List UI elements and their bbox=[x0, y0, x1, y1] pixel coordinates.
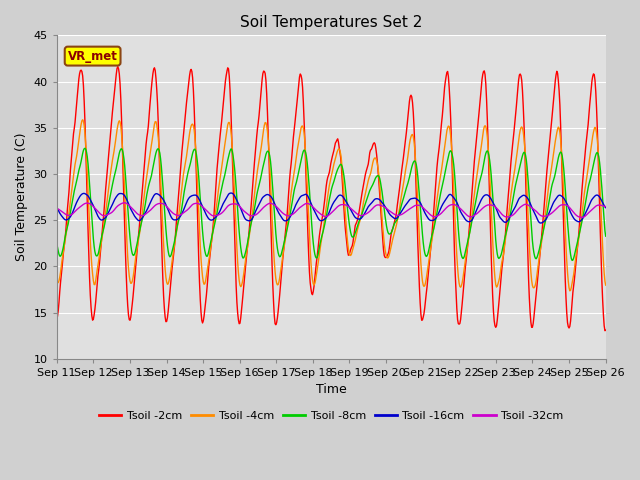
Tsoil -2cm bbox=[114, 64, 122, 70]
Tsoil -32cm bbox=[415, 203, 422, 208]
Tsoil -32cm bbox=[578, 215, 586, 220]
Line: Tsoil -8cm: Tsoil -8cm bbox=[57, 148, 605, 260]
Tsoil -4cm bbox=[566, 288, 573, 294]
Tsoil -32cm bbox=[205, 210, 212, 216]
Tsoil -16cm bbox=[204, 215, 212, 220]
Tsoil -16cm bbox=[53, 205, 61, 211]
Tsoil -4cm bbox=[415, 220, 422, 226]
Tsoil -8cm bbox=[415, 183, 422, 189]
Tsoil -16cm bbox=[227, 190, 235, 196]
Tsoil -2cm bbox=[120, 198, 128, 204]
Line: Tsoil -2cm: Tsoil -2cm bbox=[57, 67, 605, 331]
Line: Tsoil -32cm: Tsoil -32cm bbox=[57, 203, 605, 217]
Tsoil -4cm bbox=[399, 186, 406, 192]
Tsoil -2cm bbox=[399, 161, 406, 167]
Tsoil -4cm bbox=[120, 171, 128, 177]
Tsoil -32cm bbox=[119, 200, 127, 206]
Tsoil -32cm bbox=[602, 204, 609, 209]
Tsoil -8cm bbox=[120, 156, 128, 161]
Tsoil -4cm bbox=[602, 282, 609, 288]
Tsoil -8cm bbox=[81, 145, 89, 151]
Tsoil -8cm bbox=[205, 249, 212, 255]
Tsoil -16cm bbox=[415, 198, 422, 204]
Tsoil -16cm bbox=[63, 217, 70, 223]
Tsoil -16cm bbox=[602, 205, 609, 211]
X-axis label: Time: Time bbox=[316, 384, 347, 396]
Tsoil -16cm bbox=[537, 220, 545, 226]
Tsoil -4cm bbox=[205, 259, 212, 264]
Tsoil -4cm bbox=[79, 117, 86, 123]
Tsoil -32cm bbox=[121, 200, 129, 205]
Tsoil -2cm bbox=[205, 264, 212, 270]
Tsoil -2cm bbox=[176, 179, 184, 185]
Tsoil -4cm bbox=[176, 204, 184, 210]
Y-axis label: Soil Temperature (C): Soil Temperature (C) bbox=[15, 133, 28, 262]
Tsoil -2cm bbox=[601, 328, 609, 334]
Tsoil -32cm bbox=[53, 205, 61, 211]
Tsoil -4cm bbox=[63, 228, 70, 234]
Tsoil -16cm bbox=[175, 215, 182, 221]
Tsoil -8cm bbox=[53, 241, 61, 247]
Tsoil -32cm bbox=[176, 212, 184, 218]
Tsoil -16cm bbox=[399, 207, 406, 213]
Tsoil -2cm bbox=[602, 327, 609, 333]
Title: Soil Temperatures Set 2: Soil Temperatures Set 2 bbox=[240, 15, 422, 30]
Tsoil -2cm bbox=[415, 264, 422, 270]
Tsoil -16cm bbox=[119, 191, 127, 197]
Tsoil -8cm bbox=[176, 214, 184, 220]
Tsoil -8cm bbox=[399, 198, 406, 204]
Tsoil -8cm bbox=[63, 227, 70, 233]
Tsoil -2cm bbox=[53, 317, 61, 323]
Tsoil -8cm bbox=[568, 257, 576, 263]
Tsoil -8cm bbox=[602, 233, 609, 239]
Text: VR_met: VR_met bbox=[68, 49, 118, 62]
Tsoil -32cm bbox=[63, 212, 70, 218]
Line: Tsoil -4cm: Tsoil -4cm bbox=[57, 120, 605, 291]
Line: Tsoil -16cm: Tsoil -16cm bbox=[57, 193, 605, 223]
Legend: Tsoil -2cm, Tsoil -4cm, Tsoil -8cm, Tsoil -16cm, Tsoil -32cm: Tsoil -2cm, Tsoil -4cm, Tsoil -8cm, Tsoi… bbox=[95, 407, 568, 425]
Tsoil -2cm bbox=[63, 216, 70, 222]
Tsoil -32cm bbox=[399, 211, 406, 217]
Tsoil -4cm bbox=[53, 280, 61, 286]
